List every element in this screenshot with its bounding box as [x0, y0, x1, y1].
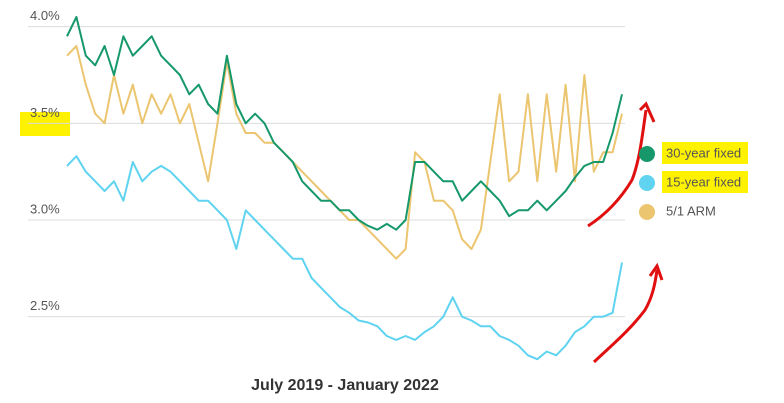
highlight	[20, 112, 70, 136]
highlight	[662, 142, 748, 164]
y-tick-label: 4.0%	[30, 8, 60, 23]
y-tick-label: 3.0%	[30, 201, 60, 216]
line	[66, 155, 623, 361]
arrow	[638, 101, 656, 123]
legend-marker	[639, 146, 655, 162]
arrow	[592, 269, 659, 364]
legend-label: 5/1 ARM	[666, 203, 716, 218]
plot-area: 2.5% 3.0% 3.5% 4.0%	[28, 8, 625, 361]
arrow	[587, 109, 648, 228]
y-tick-label: 2.5%	[30, 298, 60, 313]
y-tick-label: 3.5%	[30, 105, 60, 120]
x-axis-title: July 2019 - January 2022	[251, 377, 439, 394]
legend-marker	[639, 175, 655, 191]
legend-label: 30-year fixed	[666, 145, 741, 160]
highlight	[662, 171, 748, 193]
line	[66, 45, 623, 260]
arrow	[648, 262, 664, 281]
legend-marker	[639, 204, 655, 220]
line	[66, 16, 623, 231]
legend-label: 15-year fixed	[666, 174, 741, 189]
